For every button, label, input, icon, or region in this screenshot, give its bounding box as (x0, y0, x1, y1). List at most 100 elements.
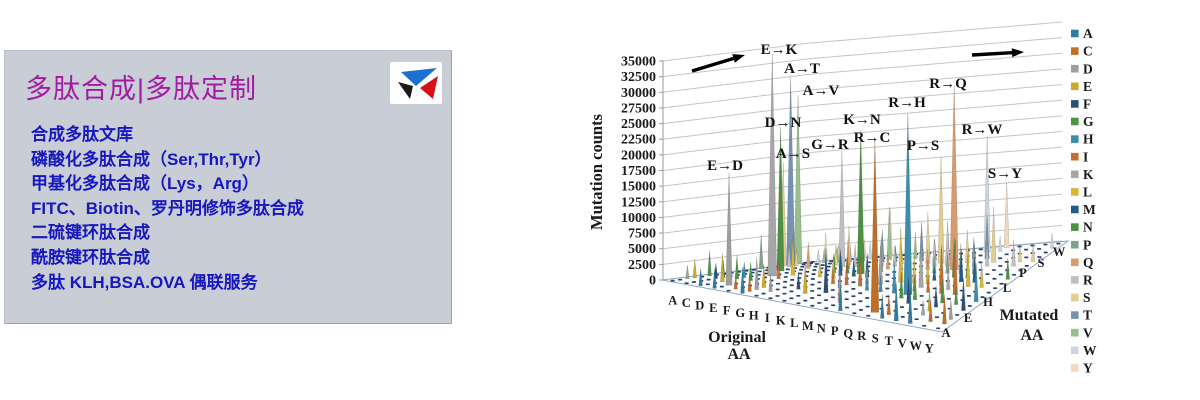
mutation-spike (933, 285, 939, 308)
mutation-spike (886, 206, 892, 260)
floor-dash (1004, 253, 1009, 256)
promo-service-link[interactable]: 多肽 KLH,BSA.OVA 偶联服务 (31, 272, 258, 292)
peak-label: A→V (803, 83, 840, 99)
floor-dash (900, 316, 905, 318)
floor-dash (966, 295, 971, 297)
floor-dash (858, 309, 863, 311)
y-tick-label: 25000 (621, 117, 656, 132)
floor-dash (851, 303, 856, 306)
mutation-spike (918, 236, 924, 288)
y-tick-label: 12500 (621, 195, 656, 210)
promo-service-link[interactable]: 甲基化多肽合成（Lys，Arg） (31, 174, 259, 194)
floor-dash (936, 327, 941, 330)
gridline (662, 224, 1063, 265)
floor-dash (776, 282, 781, 285)
floor-dash (978, 261, 983, 264)
floor-dash (810, 278, 815, 280)
mutation-spike (991, 207, 997, 263)
floor-dash (866, 314, 871, 317)
mutation-spike (940, 279, 945, 304)
triangle-logo-icon (398, 68, 438, 99)
floor-dash (775, 295, 780, 297)
y-tick-label: 27500 (621, 101, 656, 116)
x-category-label: G (735, 306, 745, 320)
floor-dash (706, 278, 711, 281)
floor-dash (978, 248, 983, 251)
mutation-spike (794, 249, 799, 266)
legend-swatch (1071, 135, 1079, 143)
legend-item-W: W (1071, 343, 1097, 358)
legend-swatch (1071, 328, 1079, 337)
promo-service-link[interactable]: 合成多肽文库 (31, 125, 133, 144)
legend-label: K (1083, 167, 1094, 182)
legend-item-S: S (1071, 290, 1091, 305)
floor-dash (820, 264, 825, 266)
mutation-spike (868, 241, 873, 260)
floor-dash (998, 265, 1003, 267)
gridline (662, 115, 1063, 156)
floor-dash (993, 287, 998, 290)
mutation-spike (1050, 233, 1055, 249)
legend-item-A: A (1071, 26, 1093, 41)
direction-arrow-left (691, 54, 745, 73)
legend-item-K: K (1071, 167, 1094, 182)
floor-dash (998, 257, 1003, 260)
gridline (662, 52, 1063, 93)
mutation-spike (928, 300, 933, 322)
floor-dash (830, 296, 835, 299)
floor-dash (810, 260, 815, 263)
mutation-spike (796, 271, 801, 290)
y-tick-label: 5000 (628, 242, 656, 257)
legend-label: W (1083, 343, 1097, 358)
floor-dash (934, 316, 939, 319)
promo-service-link[interactable]: 酰胺键环肽合成 (31, 247, 150, 267)
floor-dash (751, 268, 756, 271)
legend-swatch (1071, 117, 1079, 126)
floor-dash (768, 297, 773, 300)
mutation-chart: 0 2500 5000 7500 10000 12500 15000 17500 20000 22… (560, 0, 1200, 400)
promo-service-link[interactable]: 二硫键环肽合成 (31, 223, 150, 243)
floor-dash (829, 260, 834, 263)
promo-service-link[interactable]: FITC、Biotin、罗丹明修饰多肽合成 (31, 198, 304, 218)
floor-dash (1018, 269, 1023, 272)
floor-dash (803, 261, 808, 264)
legend-label: Q (1083, 255, 1094, 270)
x-category-label: F (723, 303, 731, 317)
floor-dash (744, 269, 749, 272)
mutation-spike (893, 282, 899, 322)
promo-title: 多肽合成|多肽定制 (25, 74, 258, 104)
gridline (662, 162, 1063, 203)
mutation-spike (767, 53, 777, 277)
floor-dash (913, 308, 918, 310)
depth-tick-label: A (941, 326, 950, 340)
mutation-spike (864, 272, 870, 291)
floor-dash (991, 269, 996, 271)
floor-dash (986, 282, 991, 284)
mutation-spike (1003, 181, 1010, 248)
mutation-spike (852, 244, 858, 267)
floor-dash (783, 276, 788, 278)
floor-dash (817, 281, 822, 284)
mutation-spike (973, 262, 979, 302)
floor-dash (899, 306, 904, 308)
mutation-spike (913, 232, 918, 259)
promo-service-link[interactable]: 磷酸化多肽合成（Ser,Thr,Tyr） (31, 149, 272, 169)
x-category-label: Y (925, 342, 934, 356)
legend-item-Y: Y (1071, 361, 1093, 376)
mutation-spike (758, 234, 764, 270)
y-tick-label: 17500 (621, 164, 656, 179)
floor-dash (1024, 265, 1029, 267)
floor-dash (812, 269, 817, 271)
depth-tick-label: S (1038, 256, 1045, 270)
floor-dash (726, 289, 731, 292)
mutation-spike (698, 268, 703, 287)
floor-dash (851, 281, 856, 284)
peak-label: R→Q (929, 76, 967, 92)
legend-label: I (1083, 149, 1088, 164)
gridline (662, 84, 1063, 125)
x-category-label: Q (843, 326, 853, 340)
floor-dash (782, 286, 787, 289)
y-axis-title: Mutation counts (587, 113, 606, 230)
floor-dash (1030, 244, 1035, 247)
legend-item-G: G (1071, 114, 1094, 129)
